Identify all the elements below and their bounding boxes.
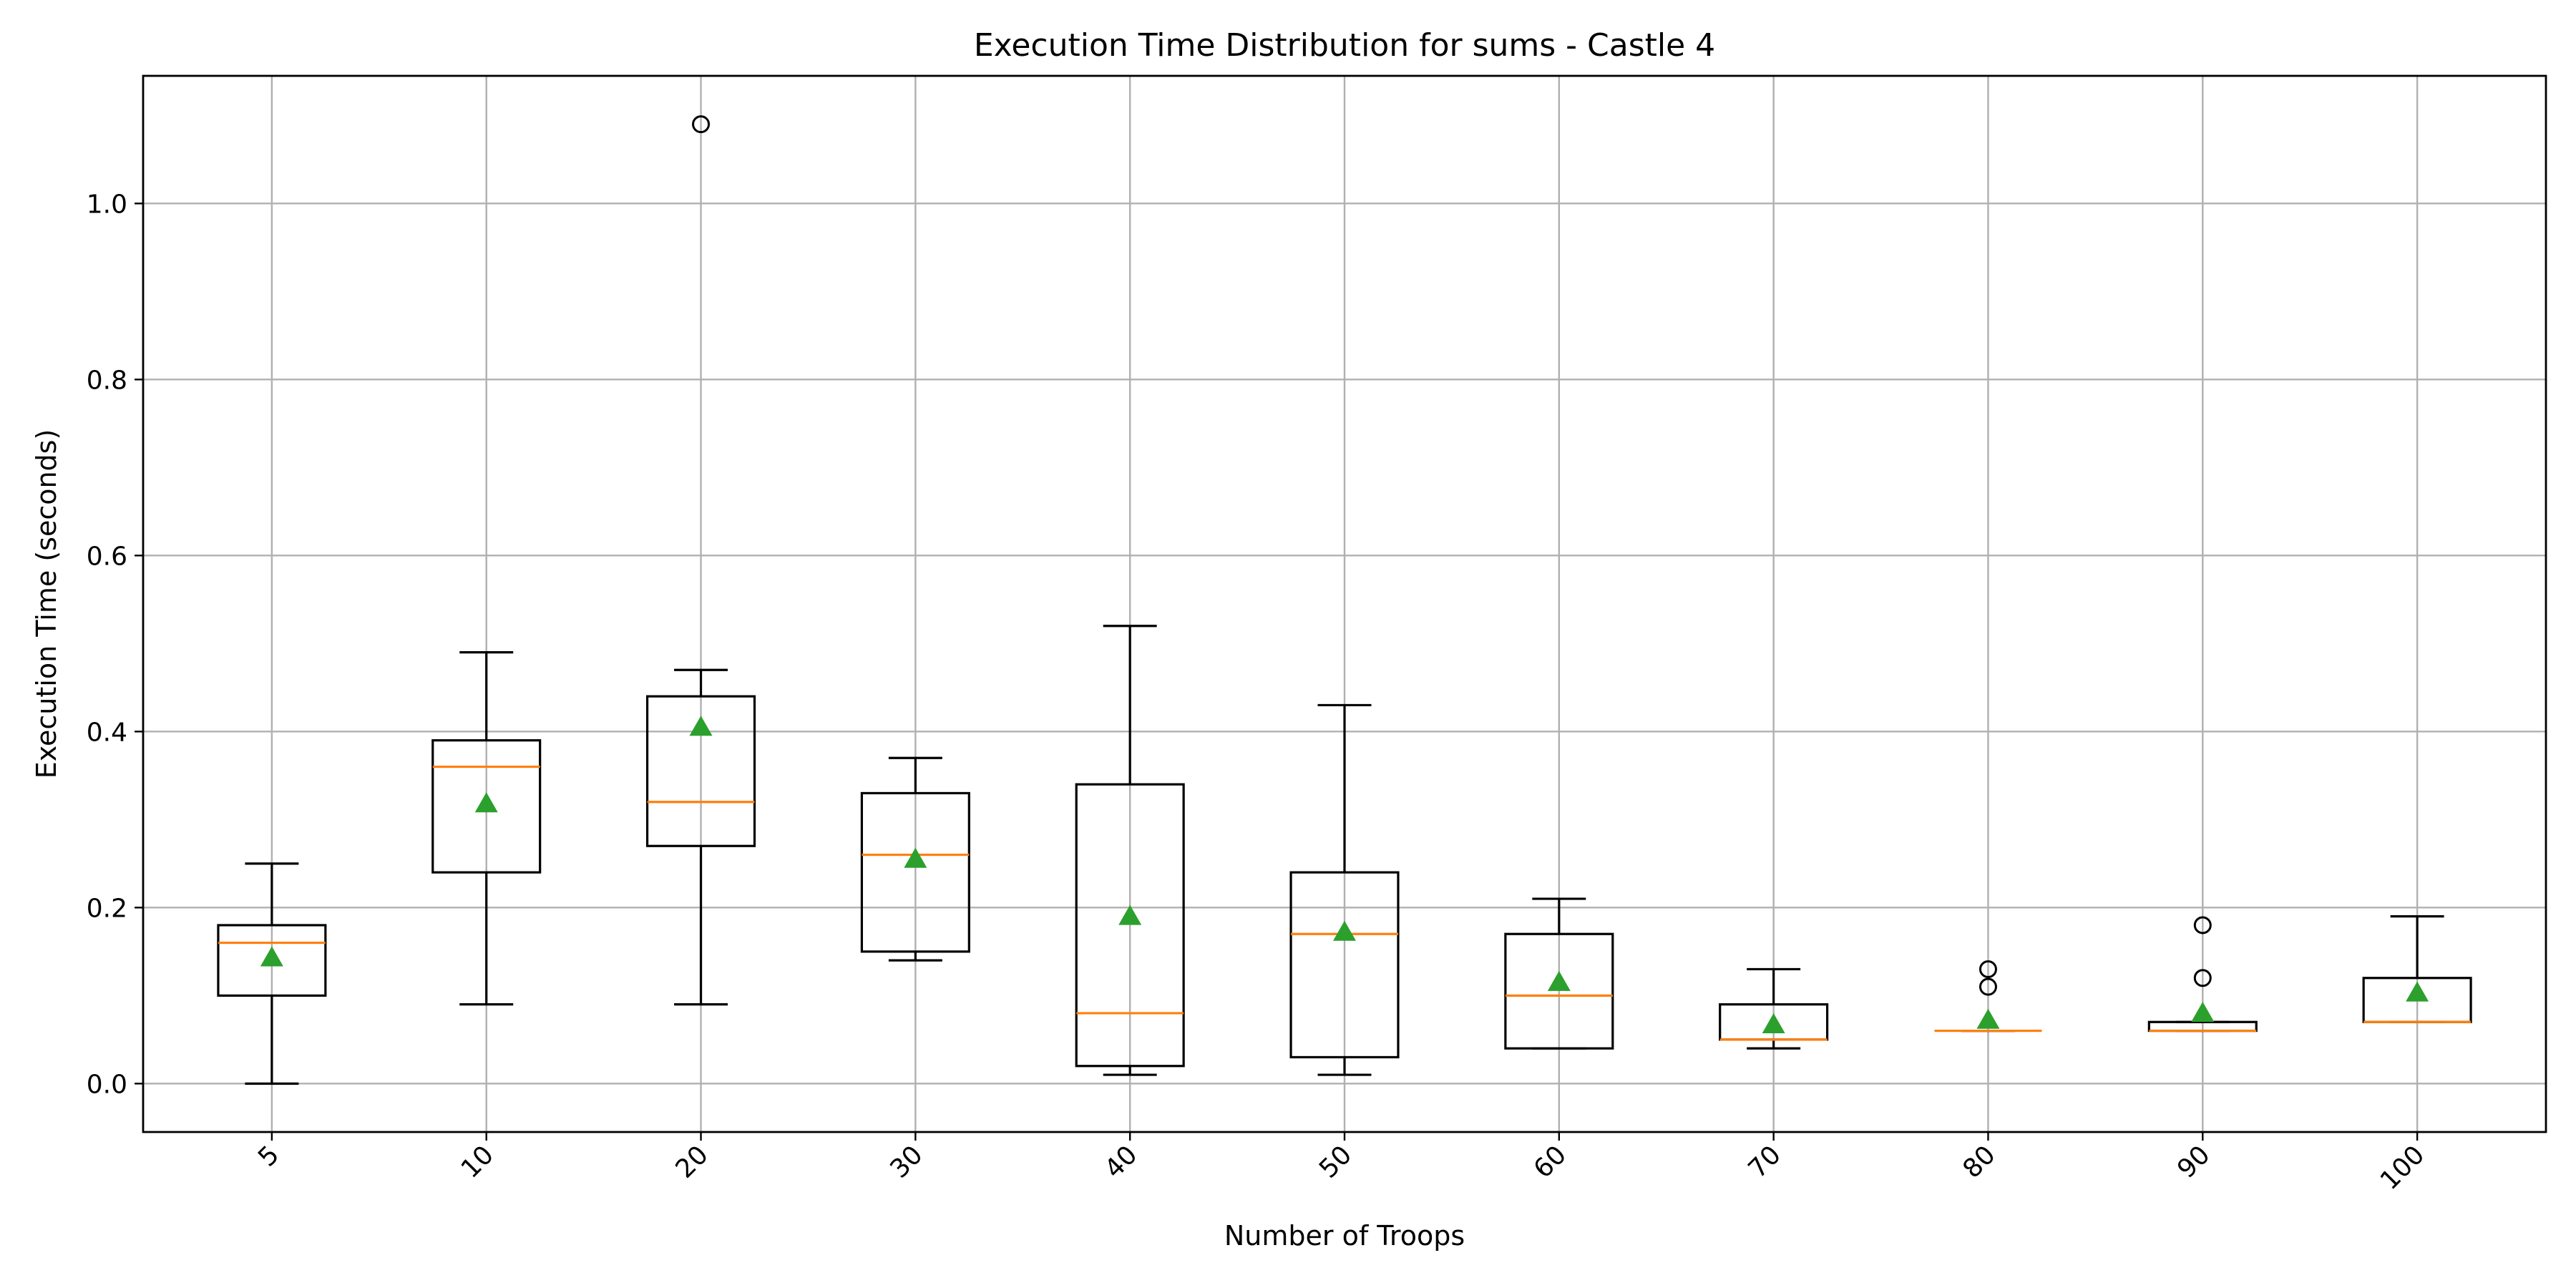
outlier-point (2193, 916, 2212, 935)
box-60 (1504, 897, 1614, 1050)
mean-marker (689, 716, 713, 736)
box-40 (1075, 625, 1185, 1076)
mean-marker (1118, 904, 1142, 925)
y-tick-label: 0.2 (87, 894, 127, 923)
grid-lines (143, 76, 2546, 1132)
y-tick-label: 0.4 (87, 718, 127, 747)
box-100 (2362, 915, 2472, 1023)
box-series (217, 115, 2472, 1085)
outlier-point (1979, 977, 1997, 996)
box-20 (645, 115, 756, 1006)
iqr-box (1075, 783, 1185, 1068)
mean-marker (2191, 1001, 2215, 1022)
iqr-box (1289, 871, 1400, 1059)
iqr-box (431, 739, 542, 874)
box-50 (1289, 703, 1400, 1076)
mean-marker (2406, 981, 2429, 1002)
y-axis-label: Execution Time (seconds) (31, 429, 62, 779)
outlier-point (692, 115, 711, 134)
y-tick-label: 0.6 (87, 542, 127, 571)
mean-marker (1976, 1008, 2000, 1029)
y-tick-label: 0.0 (87, 1070, 127, 1099)
mean-marker (1333, 920, 1356, 941)
y-axis-ticks: 0.0 0.2 0.4 0.6 0.8 1.0 (87, 190, 143, 1099)
mean-marker (260, 946, 283, 967)
box-70 (1719, 967, 1829, 1050)
chart-title: Execution Time Distribution for sums - C… (974, 27, 1715, 64)
x-axis-label: Number of Troops (1224, 1220, 1465, 1252)
iqr-box (217, 924, 327, 997)
outlier-point (1979, 960, 1997, 978)
box-10 (431, 651, 542, 1006)
outlier-point (2193, 969, 2212, 987)
box-80 (1934, 960, 2042, 1033)
mean-marker (1762, 1013, 1785, 1033)
mean-marker (474, 792, 498, 813)
iqr-box (645, 695, 756, 847)
box-30 (860, 756, 970, 962)
mean-marker (904, 847, 927, 868)
mean-marker (1547, 970, 1571, 991)
box-5 (217, 862, 327, 1085)
y-tick-label: 0.8 (87, 366, 127, 395)
box-90 (2147, 916, 2258, 1033)
y-tick-label: 1.0 (87, 190, 127, 219)
iqr-box (860, 791, 970, 953)
iqr-box (1504, 932, 1614, 1050)
